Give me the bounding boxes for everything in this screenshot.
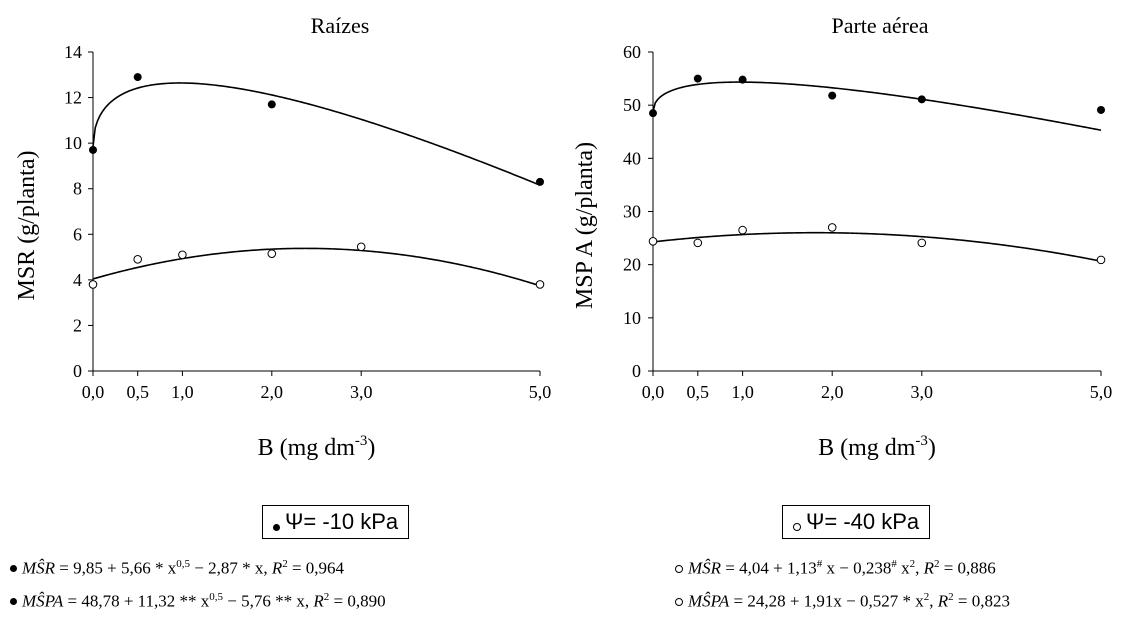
legend-filled: Ψ= -10 kPa [262,505,410,539]
y-tick-label: 4 [73,270,82,290]
y-tick-label: 40 [623,148,641,168]
data-point-open [535,280,545,289]
equation-open-mspa: MŜPA = 24,28 + 1,91x − 0,527 * x2, R2 = … [675,591,1010,612]
data-point-filled [89,145,97,154]
fit-curve-filled [92,82,541,186]
x-tick-label: 2,0 [821,382,844,402]
data-point-open [133,255,142,264]
data-point-filled [267,100,276,109]
y-tick-label: 0 [73,361,82,381]
filled-circle-icon [10,598,17,606]
legend-open: Ψ= -40 kPa [782,505,931,539]
y-tick-label: 30 [623,202,641,222]
data-point-filled [738,75,747,84]
x-axis-label: B (mg dm-3) [258,433,376,461]
legend-open-label: Ψ= -40 kPa [806,509,920,534]
equation-open-msr: MŜR = 4,04 + 1,13# x − 0,238# x2, R2 = 0… [675,558,996,579]
chart-title: Raízes [311,13,370,38]
data-point-filled [693,74,702,83]
x-tick-label: 0,0 [642,382,665,402]
data-point-open [267,249,277,258]
equation-filled-msr: MŜR = 9,85 + 5,66 * x0,5 − 2,87 * x, R2 … [10,558,344,579]
x-tick-label: 5,0 [1090,382,1113,402]
fit-curve-filled [652,81,1102,131]
chart-panel-1: Raízes MSR (g/planta) 0 2 4 6 8 10 12 14 0,0 0,5 1,0… [14,13,551,461]
y-tick-label: 10 [623,308,641,328]
data-point-filled [536,177,544,186]
chart-panel-2: Parte aérea MSP A (g/planta) 0 10 20 30 40 50 60… [572,13,1112,461]
x-tick-label: 3,0 [911,382,934,402]
y-tick-label: 20 [623,255,641,275]
x-tick-label: 1,0 [171,382,194,402]
y-tick-label: 2 [73,315,82,335]
y-tick-label: 50 [623,95,641,115]
y-tick-label: 10 [64,133,82,153]
y-tick-label: 0 [632,361,641,381]
data-point-open [917,238,927,248]
filled-circle-icon [10,565,17,573]
data-point-filled [1097,105,1105,114]
fit-curve-open [652,231,1102,262]
x-tick-label: 0,5 [687,382,710,402]
legend-filled-label: Ψ= -10 kPa [285,509,399,534]
x-axis-label: B (mg dm-3) [818,433,936,461]
chart-title: Parte aérea [831,13,928,38]
data-point-open [827,223,837,232]
data-point-filled [917,95,926,104]
open-circle-icon [793,523,801,532]
x-tick-label: 5,0 [529,382,552,402]
open-circle-icon [675,564,683,573]
fit-curve-open [92,247,541,287]
y-tick-label: 12 [64,88,82,108]
x-tick-label: 3,0 [350,382,373,402]
data-point-filled [828,91,837,100]
equation-filled-mspa: MŜPA = 48,78 + 11,32 ** x0,5 − 5,76 ** x… [10,591,386,612]
x-tick-label: 0,0 [82,382,105,402]
x-tick-label: 2,0 [261,382,284,402]
y-tick-label: 6 [73,224,82,244]
data-point-open [693,238,703,248]
data-point-filled [649,109,657,118]
y-axis-label: MSP A (g/planta) [572,142,598,309]
x-tick-label: 1,0 [731,382,754,402]
data-point-open [648,236,658,246]
data-point-open [1096,255,1106,265]
data-point-open [178,250,187,260]
data-point-open [88,280,98,289]
y-tick-label: 60 [623,42,641,62]
filled-circle-icon [273,523,280,531]
data-point-open [738,225,747,235]
x-tick-label: 0,5 [126,382,149,402]
y-tick-label: 14 [64,42,82,62]
y-tick-label: 8 [73,179,82,199]
data-point-open [356,242,366,252]
open-circle-icon [675,597,683,606]
data-point-filled [133,73,142,82]
y-axis-label: MSR (g/planta) [14,151,40,301]
